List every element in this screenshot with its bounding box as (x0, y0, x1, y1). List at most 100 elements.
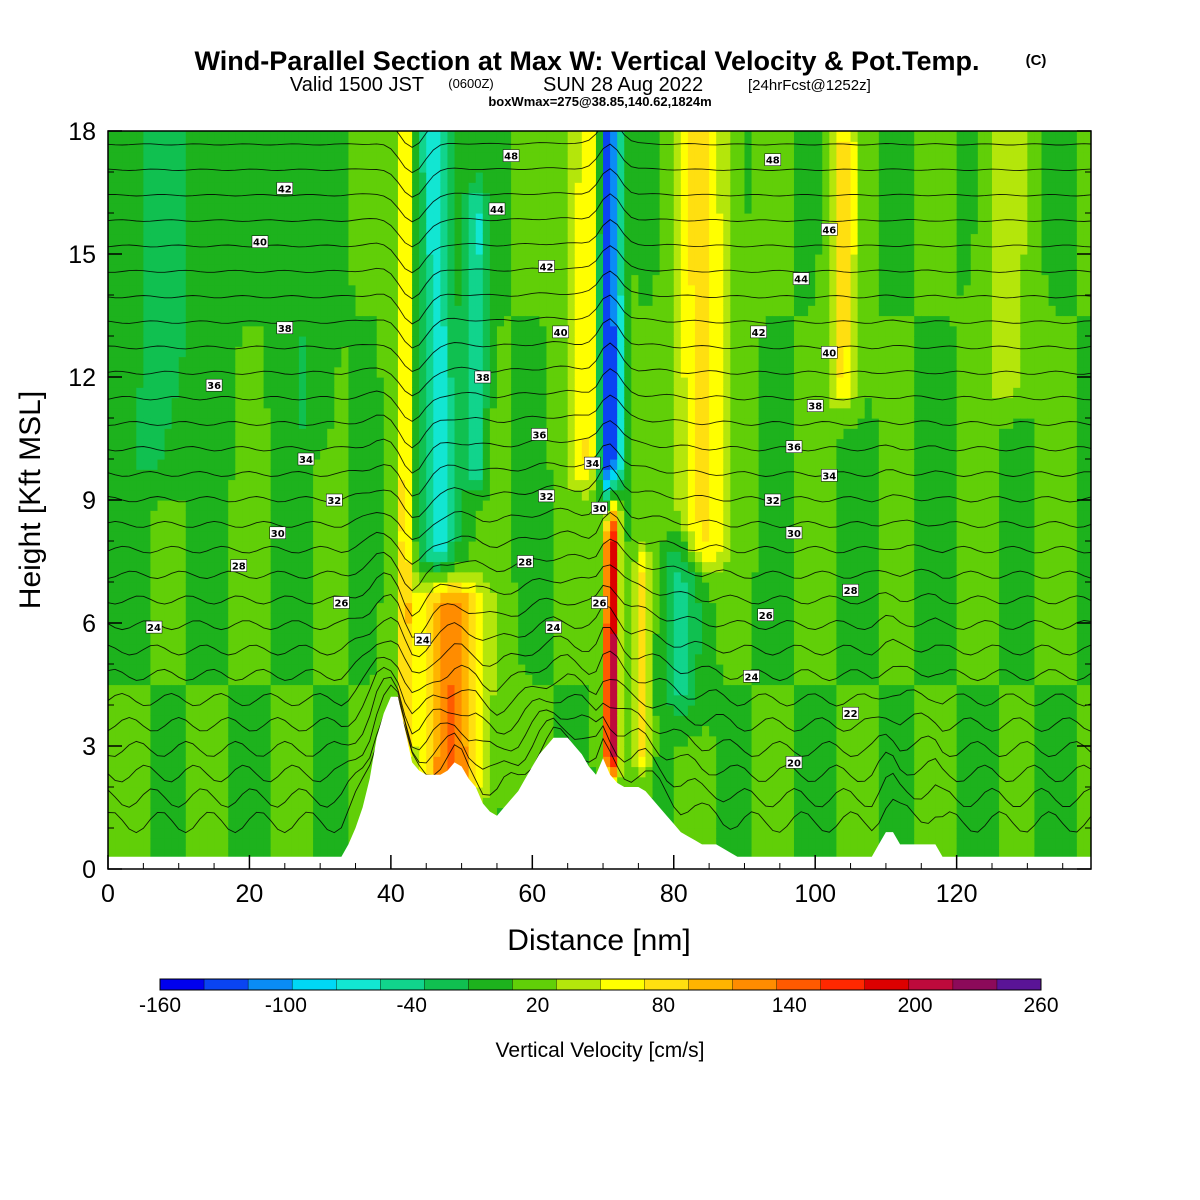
velocity-cell (291, 561, 300, 573)
velocity-cell (405, 489, 413, 501)
velocity-cell (178, 172, 187, 183)
velocity-cell (397, 582, 406, 593)
velocity-cell (419, 407, 427, 419)
velocity-cell (504, 223, 512, 235)
velocity-cell (263, 315, 272, 327)
velocity-cell (143, 653, 152, 665)
velocity-cell (412, 356, 420, 368)
velocity-cell (298, 664, 307, 675)
velocity-cell (108, 295, 116, 306)
velocity-cell (475, 233, 484, 245)
velocity-cell (334, 469, 342, 481)
velocity-cell (553, 397, 562, 409)
velocity-cell (291, 377, 300, 388)
velocity-cell (588, 715, 597, 727)
velocity-cell (115, 151, 123, 163)
velocity-cell (405, 653, 413, 665)
velocity-cell (539, 612, 548, 624)
velocity-cell (489, 612, 498, 624)
velocity-cell (468, 397, 477, 409)
velocity-cell (419, 602, 427, 614)
velocity-cell (178, 295, 187, 306)
velocity-cell (221, 161, 229, 173)
velocity-cell (178, 643, 187, 655)
velocity-cell (256, 541, 265, 552)
velocity-cell (405, 664, 413, 675)
velocity-cell (221, 448, 229, 460)
velocity-cell (567, 643, 576, 655)
velocity-cell (199, 551, 208, 563)
velocity-cell (525, 530, 533, 542)
velocity-cell (277, 551, 286, 563)
velocity-cell (433, 233, 441, 245)
velocity-cell (369, 633, 378, 645)
velocity-cell (263, 151, 272, 163)
velocity-cell (461, 346, 470, 358)
velocity-cell (525, 366, 533, 378)
velocity-cell (313, 346, 321, 358)
velocity-cell (369, 735, 378, 747)
velocity-cell (496, 192, 505, 204)
velocity-cell (334, 817, 342, 829)
velocity-cell (419, 674, 427, 686)
velocity-cell (136, 213, 144, 224)
velocity-cell (405, 725, 413, 737)
velocity-cell (581, 746, 590, 757)
velocity-cell (376, 131, 385, 142)
velocity-cell (468, 459, 477, 470)
velocity-cell (108, 284, 116, 296)
velocity-cell (433, 612, 441, 624)
velocity-cell (178, 264, 187, 276)
velocity-cell (405, 336, 413, 347)
velocity-cell (221, 264, 229, 276)
velocity-cell (433, 664, 441, 675)
velocity-cell (412, 623, 420, 634)
velocity-cell (376, 295, 385, 306)
velocity-cell (482, 284, 491, 296)
velocity-cell (419, 510, 427, 522)
velocity-cell (129, 479, 137, 491)
velocity-cell (567, 612, 576, 624)
velocity-cell (178, 500, 187, 511)
velocity-cell (228, 746, 236, 757)
velocity-cell (496, 366, 505, 378)
velocity-cell (560, 192, 569, 204)
velocity-cell (362, 684, 371, 696)
velocity-cell (362, 725, 371, 737)
velocity-cell (221, 489, 229, 501)
velocity-cell (136, 520, 144, 532)
velocity-cell (454, 489, 463, 501)
velocity-cell (581, 541, 590, 552)
velocity-cell (143, 664, 152, 675)
velocity-cell (291, 479, 300, 491)
velocity-cell (207, 530, 215, 542)
velocity-cell (143, 633, 152, 645)
velocity-cell (228, 459, 236, 470)
velocity-cell (221, 715, 229, 727)
velocity-cell (164, 705, 173, 716)
velocity-cell (284, 233, 293, 245)
velocity-cell (221, 828, 229, 839)
velocity-cell (164, 653, 173, 665)
velocity-cell (263, 705, 272, 716)
velocity-cell (426, 284, 434, 296)
velocity-cell (313, 633, 321, 645)
velocity-cell (306, 182, 314, 194)
velocity-cell (412, 448, 420, 460)
velocity-cell (489, 500, 498, 511)
velocity-cell (164, 828, 173, 839)
velocity-cell (454, 756, 463, 768)
velocity-cell (511, 582, 519, 593)
velocity-cell (249, 489, 258, 501)
velocity-cell (419, 489, 427, 501)
velocity-cell (249, 746, 258, 757)
velocity-cell (284, 623, 293, 634)
velocity-cell (532, 192, 540, 204)
velocity-cell (277, 756, 286, 768)
velocity-cell (440, 407, 449, 419)
velocity-cell (284, 694, 293, 706)
velocity-cell (122, 674, 130, 686)
velocity-cell (341, 356, 350, 368)
velocity-cell (256, 520, 265, 532)
velocity-cell (122, 346, 130, 358)
